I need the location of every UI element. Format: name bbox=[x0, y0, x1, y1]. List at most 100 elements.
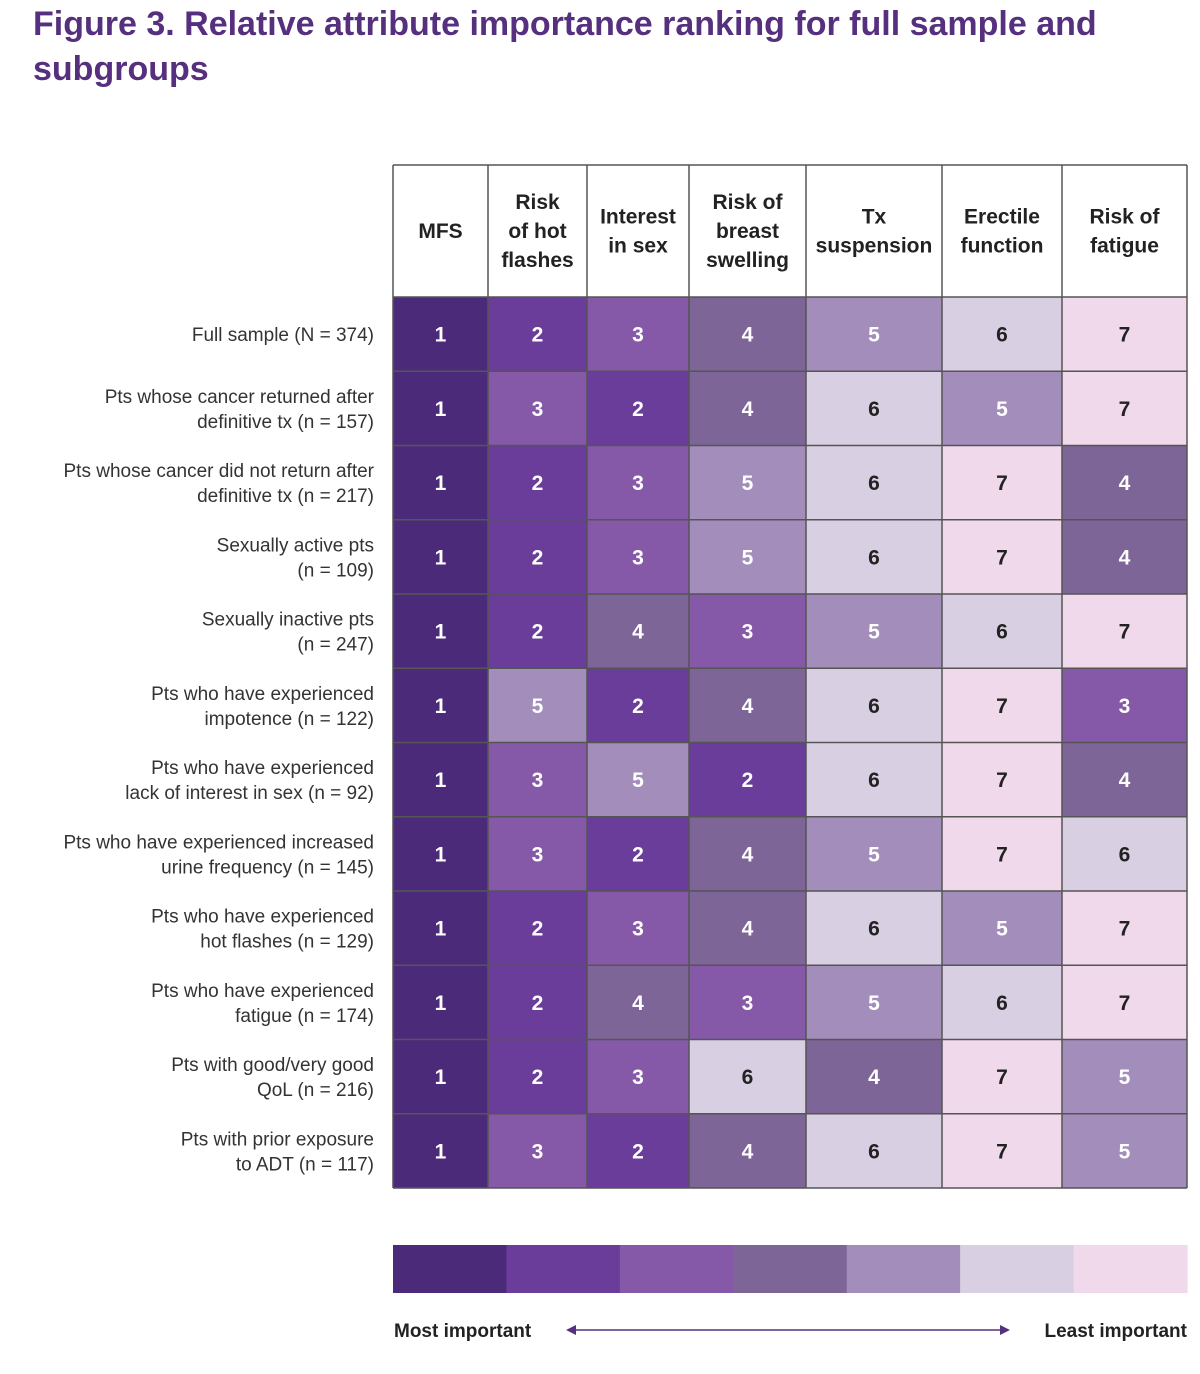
heatmap-cell bbox=[587, 1113, 689, 1189]
heatmap-cell bbox=[1062, 668, 1187, 743]
cell-value-label: 5 bbox=[632, 769, 644, 792]
heatmap-cell bbox=[689, 371, 806, 446]
cell-value-label: 2 bbox=[532, 472, 544, 495]
cell-value-label: 6 bbox=[742, 1066, 754, 1089]
heatmap-cell bbox=[689, 445, 806, 520]
cell-value-label: 2 bbox=[632, 398, 644, 421]
cell-value-label: 3 bbox=[632, 918, 644, 941]
cell-value-label: 2 bbox=[532, 621, 544, 644]
heatmap-cell bbox=[488, 371, 587, 446]
cell-value-label: 4 bbox=[632, 992, 644, 1015]
cell-value-label: 6 bbox=[868, 1140, 880, 1163]
heatmap-cell bbox=[488, 965, 587, 1040]
heatmap-cell bbox=[587, 297, 689, 372]
cell-value-label: 5 bbox=[996, 398, 1008, 421]
cell-value-label: 1 bbox=[435, 1066, 447, 1089]
cell-value-label: 7 bbox=[996, 1066, 1008, 1089]
cell-value-label: 6 bbox=[868, 918, 880, 941]
heatmap-cell bbox=[393, 965, 488, 1040]
cell-value-label: 7 bbox=[996, 1140, 1008, 1163]
heatmap-cell bbox=[488, 891, 587, 966]
cell-value-label: 2 bbox=[532, 992, 544, 1015]
heatmap-cell bbox=[689, 668, 806, 743]
heatmap-cell bbox=[806, 742, 942, 817]
heatmap-cell bbox=[806, 668, 942, 743]
legend-arrow-right-icon bbox=[1000, 1325, 1010, 1335]
cell-value-label: 7 bbox=[1119, 398, 1131, 421]
cell-value-label: 3 bbox=[532, 843, 544, 866]
heatmap-cell bbox=[393, 668, 488, 743]
column-header: Risk of hot flashes bbox=[501, 191, 573, 272]
heatmap-cell bbox=[587, 445, 689, 520]
cell-value-label: 7 bbox=[996, 695, 1008, 718]
heatmap-cell bbox=[1062, 297, 1187, 372]
heatmap-cell bbox=[1062, 965, 1187, 1040]
cell-value-label: 1 bbox=[435, 398, 447, 421]
cell-value-label: 2 bbox=[532, 546, 544, 569]
row-label: Pts who have experienced hot flashes (n =… bbox=[151, 907, 374, 953]
row-label: Pts with prior exposure to ADT (n = 117) bbox=[181, 1129, 374, 1175]
heatmap-cell bbox=[587, 965, 689, 1040]
cell-value-label: 2 bbox=[532, 324, 544, 347]
heatmap-cell bbox=[689, 519, 806, 595]
cell-value-label: 4 bbox=[1119, 472, 1131, 495]
heatmap-cell bbox=[689, 891, 806, 966]
column-header: MFS bbox=[418, 220, 462, 243]
column-header: Tx suspension bbox=[816, 206, 933, 258]
cell-value-label: 6 bbox=[996, 621, 1008, 644]
cell-value-label: 3 bbox=[632, 472, 644, 495]
row-label: Pts who have experienced increased urine … bbox=[63, 832, 374, 878]
heatmap-cell bbox=[1062, 445, 1187, 520]
heatmap-cell bbox=[1062, 742, 1187, 817]
heatmap-cell bbox=[806, 1113, 942, 1189]
heatmap-cell bbox=[393, 1039, 488, 1114]
cell-value-label: 4 bbox=[632, 621, 644, 644]
cell-value-label: 4 bbox=[742, 1140, 754, 1163]
legend-arrow-left-icon bbox=[566, 1325, 576, 1335]
heatmap-cell bbox=[942, 594, 1062, 669]
header-background bbox=[393, 165, 1187, 297]
cell-value-label: 6 bbox=[1119, 843, 1131, 866]
heatmap-cell bbox=[488, 1113, 587, 1189]
cell-value-label: 4 bbox=[742, 843, 754, 866]
heatmap-cell bbox=[942, 371, 1062, 446]
heatmap-cell bbox=[393, 519, 488, 595]
cell-value-label: 7 bbox=[996, 843, 1008, 866]
heatmap-cell bbox=[488, 445, 587, 520]
heatmap-grid bbox=[392, 164, 1188, 1189]
legend-most-important: Most important bbox=[394, 1321, 532, 1342]
cell-value-label: 5 bbox=[742, 546, 754, 569]
heatmap-cell bbox=[806, 445, 942, 520]
row-label: Sexually inactive pts (n = 247) bbox=[202, 610, 374, 656]
heatmap-cell bbox=[393, 371, 488, 446]
heatmap-cell bbox=[488, 519, 587, 595]
heatmap-cell bbox=[488, 668, 587, 743]
row-label: Full sample (N = 374) bbox=[192, 325, 374, 346]
cell-value-label: 3 bbox=[532, 1140, 544, 1163]
cell-value-label: 3 bbox=[532, 769, 544, 792]
cell-value-label: 2 bbox=[532, 1066, 544, 1089]
row-label: Pts with good/very good QoL (n = 216) bbox=[171, 1055, 374, 1101]
heatmap-cell bbox=[689, 816, 806, 892]
cell-value-label: 7 bbox=[1119, 324, 1131, 347]
heatmap-cell bbox=[488, 594, 587, 669]
heatmap-cell bbox=[393, 594, 488, 669]
legend-swatch bbox=[846, 1245, 961, 1293]
cell-value-label: 5 bbox=[1119, 1066, 1131, 1089]
row-label: Sexually active pts (n = 109) bbox=[217, 535, 374, 581]
cell-value-label: 5 bbox=[868, 621, 880, 644]
row-label: Pts who have experienced lack of interest… bbox=[125, 758, 374, 804]
cell-value-label: 6 bbox=[868, 398, 880, 421]
color-scale-legend: Most important Least important bbox=[393, 1245, 1188, 1342]
cell-value-label: 1 bbox=[435, 992, 447, 1015]
cell-value-label: 3 bbox=[742, 621, 754, 644]
cell-value-label: 3 bbox=[742, 992, 754, 1015]
cell-value-label: 2 bbox=[632, 843, 644, 866]
heatmap-cell bbox=[1062, 371, 1187, 446]
heatmap-cell bbox=[806, 371, 942, 446]
cell-value-label: 5 bbox=[1119, 1140, 1131, 1163]
heatmap-cell bbox=[689, 965, 806, 1040]
column-header: Risk of breast swelling bbox=[706, 191, 789, 272]
cell-value-label: 2 bbox=[742, 769, 754, 792]
